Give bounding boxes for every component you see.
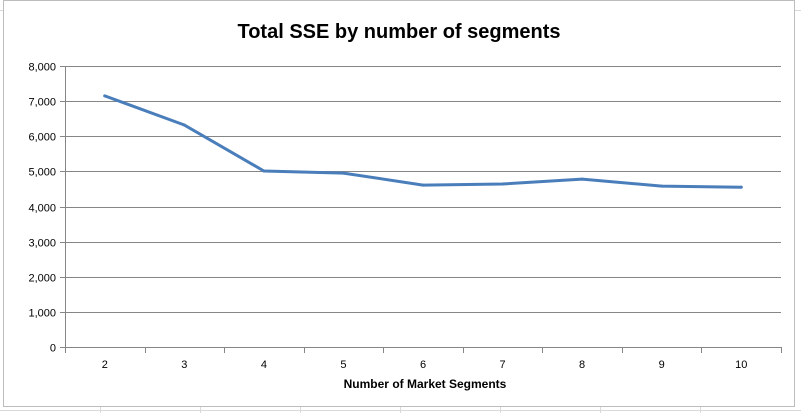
data-point bbox=[501, 182, 505, 186]
data-point bbox=[739, 185, 743, 189]
y-tick-label: 7,000 bbox=[28, 97, 56, 109]
x-tick-label: 7 bbox=[499, 359, 505, 371]
x-tick-label: 4 bbox=[261, 359, 267, 371]
x-tick-label: 10 bbox=[735, 359, 747, 371]
data-point bbox=[262, 169, 266, 173]
y-tick-label: 4,000 bbox=[28, 203, 56, 215]
y-tick-label: 0 bbox=[50, 343, 56, 355]
x-tick-label: 8 bbox=[579, 359, 585, 371]
y-tick-label: 1,000 bbox=[28, 308, 56, 320]
series-line bbox=[103, 94, 743, 189]
x-tick-label: 9 bbox=[659, 359, 665, 371]
x-axis-title: Number of Market Segments bbox=[344, 377, 507, 391]
data-point bbox=[660, 184, 664, 188]
data-point bbox=[580, 177, 584, 181]
chart-area[interactable]: Total SSE by number of segments 0 1,000 2,… bbox=[3, 0, 795, 407]
y-tick-label: 2,000 bbox=[28, 273, 56, 285]
chart-plot: 0 1,000 2,000 3,000 4,000 5,000 6,000 7,000 8,00… bbox=[28, 62, 782, 391]
y-tick-label: 3,000 bbox=[28, 238, 56, 250]
y-tick-label: 6,000 bbox=[28, 132, 56, 144]
data-point bbox=[421, 183, 425, 187]
data-point bbox=[341, 171, 345, 175]
x-tick-label: 2 bbox=[102, 359, 108, 371]
x-tick-label: 5 bbox=[340, 359, 346, 371]
y-tick-label: 5,000 bbox=[28, 167, 56, 179]
data-point bbox=[182, 123, 186, 127]
chart-title: Total SSE by number of segments bbox=[237, 21, 561, 43]
y-tick-label: 8,000 bbox=[28, 62, 56, 74]
x-tick-label: 3 bbox=[181, 359, 187, 371]
x-tick-label: 6 bbox=[420, 359, 426, 371]
data-point bbox=[103, 94, 107, 98]
